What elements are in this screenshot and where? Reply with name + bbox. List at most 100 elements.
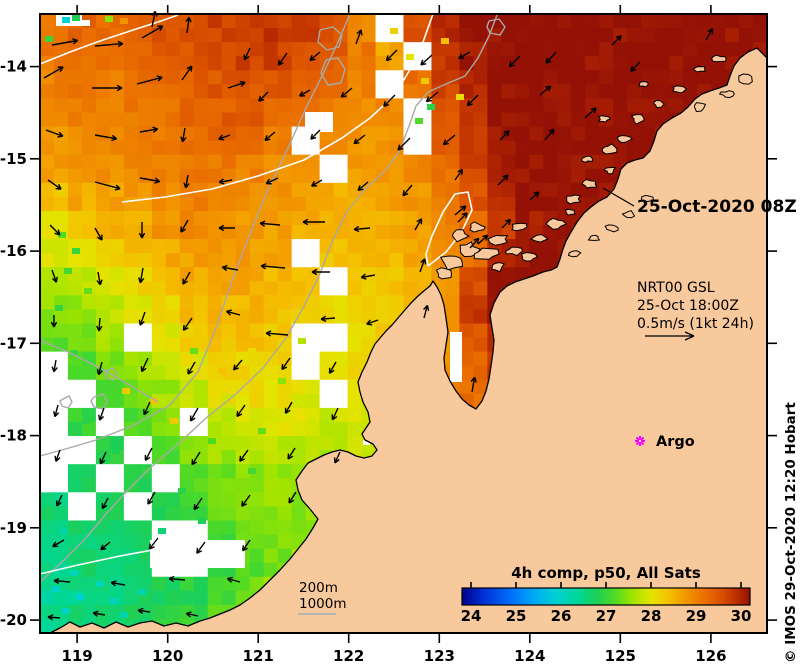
current-vector — [137, 607, 151, 615]
current-vector — [264, 131, 276, 142]
current-vector — [243, 47, 251, 61]
island — [469, 221, 486, 233]
current-vector — [466, 94, 479, 107]
current-vector — [277, 52, 288, 66]
current-vector — [302, 218, 325, 226]
current-vector — [499, 130, 510, 141]
current-vector — [94, 40, 124, 48]
current-vector — [497, 174, 509, 186]
y-tick-label: -20 — [0, 611, 27, 629]
current-vector — [141, 25, 164, 39]
current-vector — [545, 51, 557, 64]
island — [451, 229, 470, 243]
current-vector — [544, 128, 555, 141]
current-vector — [236, 404, 246, 418]
island — [693, 102, 707, 113]
vector-scale-arrow — [645, 331, 695, 341]
current-vector — [288, 491, 297, 504]
x-tick-label: 125 — [605, 647, 636, 665]
current-vector — [50, 315, 58, 328]
current-vector — [265, 177, 279, 185]
current-vector — [218, 224, 235, 232]
annotations-layer: 25-Oct-2020 08Z NRT00 GSL 25-Oct 18:00Z … — [298, 187, 799, 663]
current-vector — [180, 219, 189, 233]
current-vector — [140, 357, 149, 373]
current-vector — [353, 225, 371, 233]
island — [640, 194, 654, 203]
x-tick-label: 126 — [695, 647, 726, 665]
island — [529, 234, 549, 243]
current-vector — [242, 539, 251, 552]
island — [581, 178, 598, 189]
island — [565, 208, 576, 216]
current-vector — [454, 205, 467, 216]
current-vector — [705, 28, 714, 41]
current-vector — [138, 311, 146, 326]
current-vector — [54, 449, 61, 462]
y-tick-label: -15 — [0, 150, 27, 168]
current-vector — [383, 94, 396, 107]
date-label: 25-Oct-2020 08Z — [637, 197, 797, 217]
argo-float-marker — [635, 436, 645, 446]
current-vector — [584, 107, 597, 119]
current-vector — [227, 80, 246, 89]
colorbar-layer: 24 25 26 27 28 29 30 — [461, 582, 751, 625]
current-vector — [139, 126, 159, 133]
current-vector — [138, 222, 146, 239]
current-vector — [259, 220, 281, 227]
y-tick-label: -16 — [0, 242, 27, 260]
current-vector — [299, 89, 311, 97]
vector-legend-time: 25-Oct 18:00Z — [637, 298, 739, 314]
colorbar-tick-label: 25 — [506, 607, 527, 625]
current-vector — [110, 580, 126, 587]
current-vector — [101, 497, 109, 510]
y-tick-label: -14 — [0, 58, 27, 76]
island — [617, 134, 633, 144]
island — [603, 166, 617, 175]
current-vector — [331, 407, 339, 421]
current-vector — [99, 451, 107, 465]
current-vector — [94, 227, 103, 241]
current-vector — [508, 55, 521, 68]
current-vector — [353, 134, 366, 145]
island — [638, 81, 649, 88]
island — [567, 250, 582, 258]
island — [738, 73, 753, 85]
y-tick-label: -18 — [0, 427, 27, 445]
current-vector — [49, 224, 61, 236]
current-vector — [100, 541, 111, 551]
current-vector — [328, 361, 337, 374]
x-tick-label: 124 — [514, 647, 545, 665]
current-vector — [442, 134, 456, 146]
current-vector — [136, 75, 163, 85]
current-vector — [630, 61, 641, 72]
x-tick-label: 121 — [243, 647, 274, 665]
x-tick-label: 120 — [152, 647, 183, 665]
current-vector — [143, 401, 151, 416]
current-vector — [51, 38, 79, 46]
island — [597, 115, 611, 123]
colorbar-tick-label: 28 — [641, 607, 662, 625]
current-vector — [94, 134, 118, 142]
x-tick-label: 122 — [333, 647, 364, 665]
current-vector — [218, 134, 231, 141]
current-vector — [51, 359, 58, 373]
island — [439, 255, 464, 271]
current-vector — [47, 614, 61, 621]
date-leader-line — [602, 187, 635, 207]
current-vector — [181, 65, 193, 81]
island — [459, 241, 481, 258]
current-vector — [189, 407, 199, 422]
contour-legend-1000m: 1000m — [299, 596, 347, 612]
current-vector — [226, 576, 241, 583]
current-vector — [45, 129, 64, 138]
current-vector — [94, 181, 121, 191]
contour-legend-200m: 200m — [299, 580, 338, 596]
current-vector — [260, 263, 286, 270]
current-vector — [147, 491, 156, 505]
current-vector — [457, 212, 468, 223]
current-vector — [265, 330, 289, 337]
island — [487, 234, 509, 246]
island — [653, 99, 665, 109]
